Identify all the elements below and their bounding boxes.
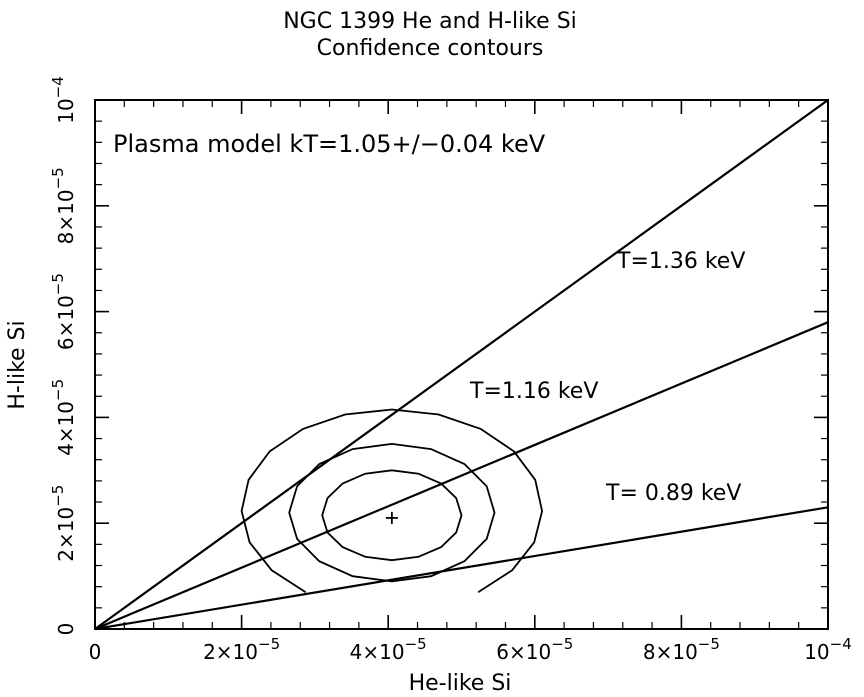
plot-area — [94, 99, 829, 631]
y-tick-label: 2×10−5 — [49, 485, 78, 562]
confidence-contour-outer — [240, 408, 544, 594]
temperature-line-2 — [94, 506, 829, 631]
confidence-contour-middle — [288, 442, 496, 583]
y-tick-label: 8×10−5 — [49, 167, 78, 244]
chart-subtitle: Confidence contours — [317, 36, 544, 61]
plot-frame — [94, 99, 829, 630]
confidence-contour-inner — [321, 469, 463, 562]
x-tick-label: 10−4 — [804, 635, 852, 664]
temperature-line-1 — [94, 321, 829, 631]
x-tick-label: 0 — [89, 640, 102, 664]
line-label-t116: T=1.16 keV — [469, 379, 598, 404]
y-tick-label: 0 — [54, 623, 78, 636]
x-tick-label: 4×10−5 — [350, 635, 427, 664]
line-label-t136: T=1.36 keV — [616, 249, 745, 274]
x-tick-label: 2×10−5 — [203, 635, 280, 664]
y-tick-label: 6×10−5 — [49, 273, 78, 350]
temperature-line-0 — [94, 99, 829, 630]
y-tick-label: 4×10−5 — [49, 379, 78, 456]
x-tick-label: 6×10−5 — [496, 635, 573, 664]
plasma-model-annotation: Plasma model kT=1.05+/−0.04 keV — [113, 130, 546, 158]
chart-title: NGC 1399 He and H-like Si — [283, 9, 577, 34]
x-axis-label: He-like Si — [409, 671, 512, 696]
y-tick-label: 10−4 — [49, 76, 78, 124]
line-label-t089: T= 0.89 keV — [605, 481, 741, 506]
y-axis-label: H-like Si — [5, 320, 30, 409]
x-tick-label: 8×10−5 — [643, 635, 720, 664]
